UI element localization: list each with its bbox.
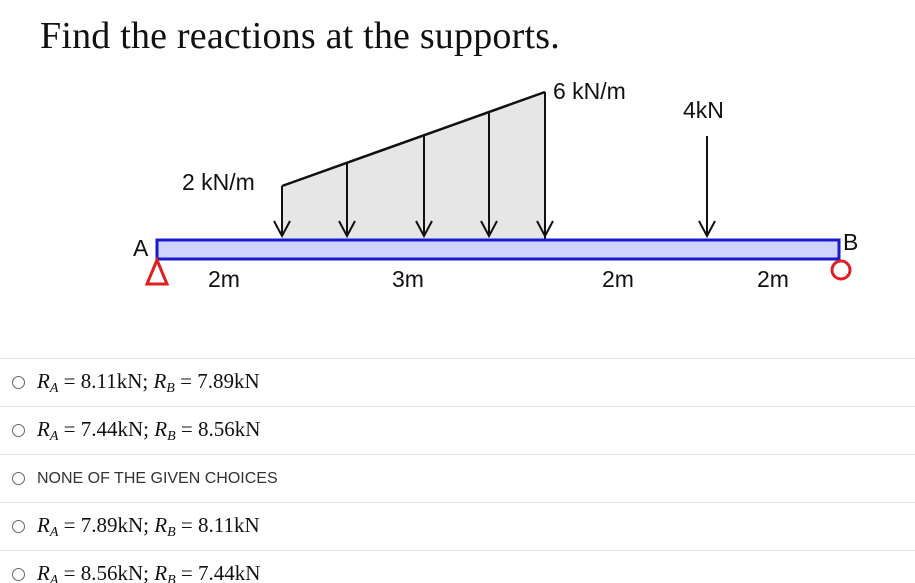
support-a-label: A <box>133 235 149 261</box>
choice-option-3[interactable]: NONE OF THE GIVEN CHOICES <box>0 454 915 502</box>
roller-support-b <box>830 259 852 281</box>
choice-label: NONE OF THE GIVEN CHOICES <box>37 469 278 487</box>
point-load-label: 4kN <box>683 97 724 123</box>
radio-button[interactable] <box>12 568 25 581</box>
distributed-load-area <box>282 92 545 239</box>
beam-diagram: 2 kN/m 6 kN/m 4kN A B 2m 3m 2m 2m <box>133 78 858 292</box>
radio-button[interactable] <box>12 376 25 389</box>
choice-option-2[interactable]: RA = 7.44kN; RB = 8.56kN <box>0 406 915 454</box>
choice-option-1[interactable]: RA = 8.11kN; RB = 7.89kN <box>0 358 915 406</box>
span-label-4: 2m <box>757 266 789 292</box>
radio-button[interactable] <box>12 472 25 485</box>
span-label-1: 2m <box>208 266 240 292</box>
load-arrows <box>273 113 554 239</box>
radio-button[interactable] <box>12 520 25 533</box>
point-load-arrow <box>698 136 716 239</box>
choice-option-4[interactable]: RA = 7.89kN; RB = 8.11kN <box>0 502 915 550</box>
choice-label: RA = 8.56kN; RB = 7.44kN <box>37 560 261 583</box>
load-start-label: 2 kN/m <box>182 169 255 195</box>
pin-support-a <box>144 256 170 286</box>
support-b-label: B <box>843 229 858 255</box>
load-end-label: 6 kN/m <box>553 78 626 104</box>
choice-label: RA = 7.89kN; RB = 8.11kN <box>37 512 260 540</box>
choice-label: RA = 8.11kN; RB = 7.89kN <box>37 368 260 396</box>
answer-choices: RA = 8.11kN; RB = 7.89kN RA = 7.44kN; RB… <box>0 358 915 583</box>
span-label-3: 2m <box>602 266 634 292</box>
choice-label: RA = 7.44kN; RB = 8.56kN <box>37 416 261 444</box>
radio-button[interactable] <box>12 424 25 437</box>
distributed-load-top-line <box>281 90 546 188</box>
beam <box>155 238 841 261</box>
span-label-2: 3m <box>392 266 424 292</box>
choice-option-5[interactable]: RA = 8.56kN; RB = 7.44kN <box>0 550 915 583</box>
question-title: Find the reactions at the supports. <box>40 15 560 57</box>
